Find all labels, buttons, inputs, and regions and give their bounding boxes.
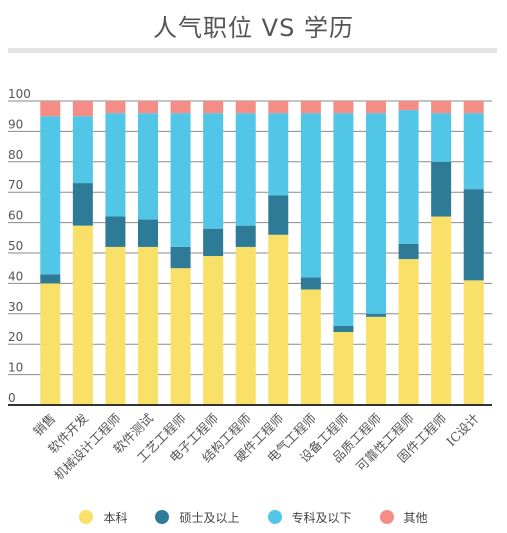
bar-segment <box>398 101 419 111</box>
bar-segment <box>333 332 354 405</box>
bar-segment <box>138 219 158 247</box>
bar-segment <box>463 280 484 405</box>
bar-segment <box>170 113 191 247</box>
legend-swatch <box>155 510 170 524</box>
bar-segment <box>72 225 93 405</box>
legend-item: 其他 <box>379 509 428 526</box>
bar-segment <box>268 101 289 114</box>
bar-segment <box>366 316 386 405</box>
y-tick-label: 80 <box>8 148 23 162</box>
bar-segment <box>235 101 256 114</box>
stacked-bar-chart: 0102030405060708090100销售软件开发机械设计工程师软件测试工… <box>8 87 492 483</box>
legend-label: 专科及以下 <box>291 510 352 525</box>
bar-segment <box>268 113 289 196</box>
bar-segment <box>72 116 93 184</box>
y-tick-label: 90 <box>8 117 23 131</box>
y-tick-label: 0 <box>8 391 16 405</box>
bar-segment <box>398 110 419 244</box>
bar-segment <box>333 113 354 326</box>
bar-segment <box>268 195 289 235</box>
bar-segment <box>268 234 289 405</box>
bar-segment <box>333 101 354 114</box>
legend-item: 专科及以下 <box>267 509 352 526</box>
bar-segment <box>333 325 354 333</box>
x-tick-label: 销售 <box>30 411 58 439</box>
bar-segment <box>366 101 386 114</box>
bar-segment <box>366 113 386 314</box>
bar-segment <box>105 216 126 247</box>
bar-segment <box>235 246 256 405</box>
legend-item: 本科 <box>79 509 127 526</box>
bar-segment <box>170 246 191 269</box>
x-tick-label: IC设计 <box>443 411 482 450</box>
legend-swatch <box>79 510 94 524</box>
bar-segment <box>431 161 452 217</box>
y-tick-label: 70 <box>8 178 23 192</box>
bar-segment <box>170 101 191 114</box>
title-divider <box>8 48 497 53</box>
bar-segment <box>72 183 93 226</box>
bar-segment <box>40 283 61 405</box>
bar-segment <box>105 113 126 217</box>
y-tick-label: 100 <box>8 87 31 101</box>
bar-segment <box>40 274 61 284</box>
chart-title: 人气职位 VS 学历 <box>153 14 354 42</box>
y-tick-label: 40 <box>8 269 23 283</box>
bar-segment <box>235 225 256 247</box>
bar-segment <box>235 113 256 226</box>
bar-segment <box>105 101 126 114</box>
bar-segment <box>366 313 386 317</box>
legend-label: 其他 <box>403 510 428 525</box>
bar-segment <box>203 256 224 405</box>
bar-segment <box>398 259 419 405</box>
bar-segment <box>300 277 321 290</box>
y-tick-label: 20 <box>8 330 23 344</box>
y-tick-label: 10 <box>8 361 23 375</box>
bar-segment <box>72 101 93 117</box>
y-tick-label: 60 <box>8 209 23 223</box>
bar-segment <box>463 189 484 281</box>
bar-segment <box>40 101 61 117</box>
y-tick-label: 30 <box>8 300 23 314</box>
bar-segment <box>105 246 126 405</box>
legend-swatch <box>267 510 282 524</box>
bar-segment <box>40 116 61 275</box>
bar-segment <box>398 243 419 260</box>
bar-segment <box>463 101 484 114</box>
bar-segment <box>300 289 321 405</box>
bar-segment <box>431 101 452 114</box>
bar-segment <box>138 101 158 114</box>
chart-legend: 本科 硕士及以上 专科及以下 其他 <box>0 505 507 529</box>
bar-segment <box>138 113 158 220</box>
y-tick-label: 50 <box>8 239 23 253</box>
bar-segment <box>203 228 224 257</box>
bar-segment <box>463 113 484 190</box>
bar-segment <box>300 101 321 114</box>
legend-swatch <box>379 510 394 524</box>
bar-segment <box>203 101 224 114</box>
legend-item: 硕士及以上 <box>155 509 240 526</box>
bar-segment <box>170 268 191 405</box>
bar-segment <box>300 113 321 278</box>
bar-segment <box>431 113 452 162</box>
legend-label: 本科 <box>103 510 128 525</box>
bar-segment <box>138 246 158 405</box>
legend-label: 硕士及以上 <box>179 510 240 525</box>
bar-segment <box>431 216 452 405</box>
bar-segment <box>203 113 224 229</box>
